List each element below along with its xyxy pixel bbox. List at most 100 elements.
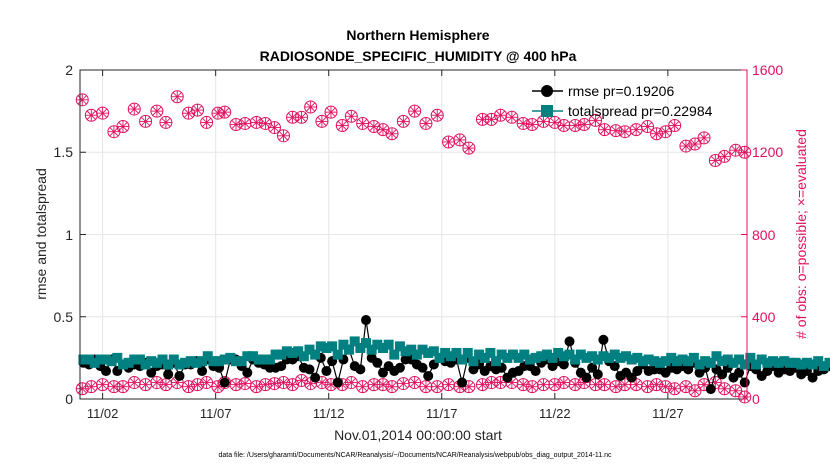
obs_evaluated-marker (84, 380, 98, 394)
totalspread-point (637, 356, 648, 367)
obs-cross (118, 121, 128, 132)
obs-cross (670, 120, 680, 131)
obs_possible-marker (258, 116, 272, 130)
obs_evaluated-marker (729, 384, 743, 398)
obs_possible-marker (453, 133, 467, 147)
y-tick-right: 1200 (752, 144, 783, 160)
rmse-point (626, 372, 637, 383)
totalspread-point (773, 357, 784, 368)
obs_evaluated-marker (738, 390, 752, 404)
totalspread-point (293, 346, 304, 357)
totalspread-point (191, 357, 202, 368)
rmse-point (609, 361, 620, 372)
obs-cross (690, 386, 700, 396)
obs_possible-marker (697, 131, 711, 145)
totalspread-point (666, 352, 677, 363)
obs_possible-marker (315, 114, 329, 128)
totalspread-point (332, 349, 343, 360)
rmse-point (174, 370, 185, 381)
totalspread-point (462, 347, 473, 358)
totalspread-point (202, 351, 213, 362)
obs_evaluated-marker (396, 377, 410, 391)
obs-cross (620, 380, 630, 390)
totalspread-point (570, 354, 581, 365)
obs_possible-marker (200, 115, 214, 129)
totalspread-point (259, 354, 270, 365)
obs_evaluated-marker (430, 380, 444, 394)
y-tick-left: 1 (65, 227, 73, 243)
obs_possible-marker (668, 119, 682, 133)
obs_possible-marker (557, 119, 571, 133)
rmse-point (332, 377, 343, 388)
obs-cross (98, 108, 108, 118)
totalspread-point (671, 356, 682, 367)
obs_evaluated-marker (679, 380, 693, 394)
obs_evaluated-marker (385, 380, 399, 394)
y-tick-right: 400 (752, 309, 776, 325)
totalspread-point (604, 352, 615, 363)
obs-cross (251, 117, 261, 127)
totalspread-point (225, 352, 236, 363)
obs_evaluated-marker (200, 376, 214, 390)
obs-cross (486, 377, 497, 388)
totalspread-point (377, 343, 388, 354)
totalspread-point (751, 359, 762, 370)
totalspread-point (411, 349, 422, 360)
obs-cross (518, 118, 528, 129)
obs-cross (620, 127, 630, 137)
obs-cross (141, 380, 151, 390)
obs-cross (670, 384, 680, 394)
totalspread-point (434, 352, 445, 363)
totalspread-point (140, 359, 151, 370)
rmse-point (558, 359, 569, 370)
obs_evaluated-marker (304, 377, 318, 391)
totalspread-point (801, 357, 812, 368)
obs_possible-marker (276, 129, 290, 143)
legend-rmse-label: rmse pr=0.19206 (568, 83, 674, 99)
obs-cross (719, 384, 729, 394)
obs_possible-marker (304, 100, 318, 114)
obs-cross (559, 120, 569, 131)
totalspread-point (468, 356, 479, 367)
totalspread-point (349, 336, 360, 347)
obs-cross (398, 379, 408, 389)
obs_possible-marker (589, 113, 603, 127)
obs-cross (507, 377, 517, 388)
obs-cross (317, 377, 327, 388)
totalspread-point (321, 343, 332, 354)
obs_evaluated-marker (127, 376, 141, 390)
totalspread-point (491, 356, 502, 367)
obs_possible-marker (116, 120, 130, 134)
obs_possible-marker (641, 120, 655, 134)
totalspread-point (779, 356, 790, 367)
totalspread-point (428, 346, 439, 357)
totalspread-point (536, 351, 547, 362)
obs_possible-marker (385, 127, 399, 141)
totalspread-point (796, 359, 807, 370)
obs-cross (109, 382, 119, 392)
rmse-point (598, 334, 609, 345)
obs-cross (421, 118, 431, 129)
obs_possible-marker (462, 141, 476, 155)
totalspread-point (722, 354, 733, 365)
totalspread-point (400, 346, 411, 357)
obs-cross (432, 110, 442, 120)
totalspread-point (157, 354, 168, 365)
obs-cross (141, 116, 151, 126)
x-axis-label: Nov.01,2014 00:00:00 start (334, 427, 502, 443)
obs-cross (202, 377, 212, 388)
y-tick-left: 0 (65, 391, 73, 407)
obs-cross (297, 112, 307, 122)
obs-cross (631, 380, 641, 390)
totalspread-point (677, 354, 688, 365)
obs-cross (538, 380, 549, 390)
obs-cross (410, 106, 420, 116)
totalspread-point (276, 349, 287, 360)
totalspread-point (383, 339, 394, 350)
totalspread-point (553, 347, 564, 358)
obs_possible-marker (430, 108, 444, 122)
totalspread-point (231, 356, 242, 367)
rmse-point (242, 367, 253, 378)
rmse-point (734, 367, 745, 378)
obs-cross (538, 116, 549, 126)
